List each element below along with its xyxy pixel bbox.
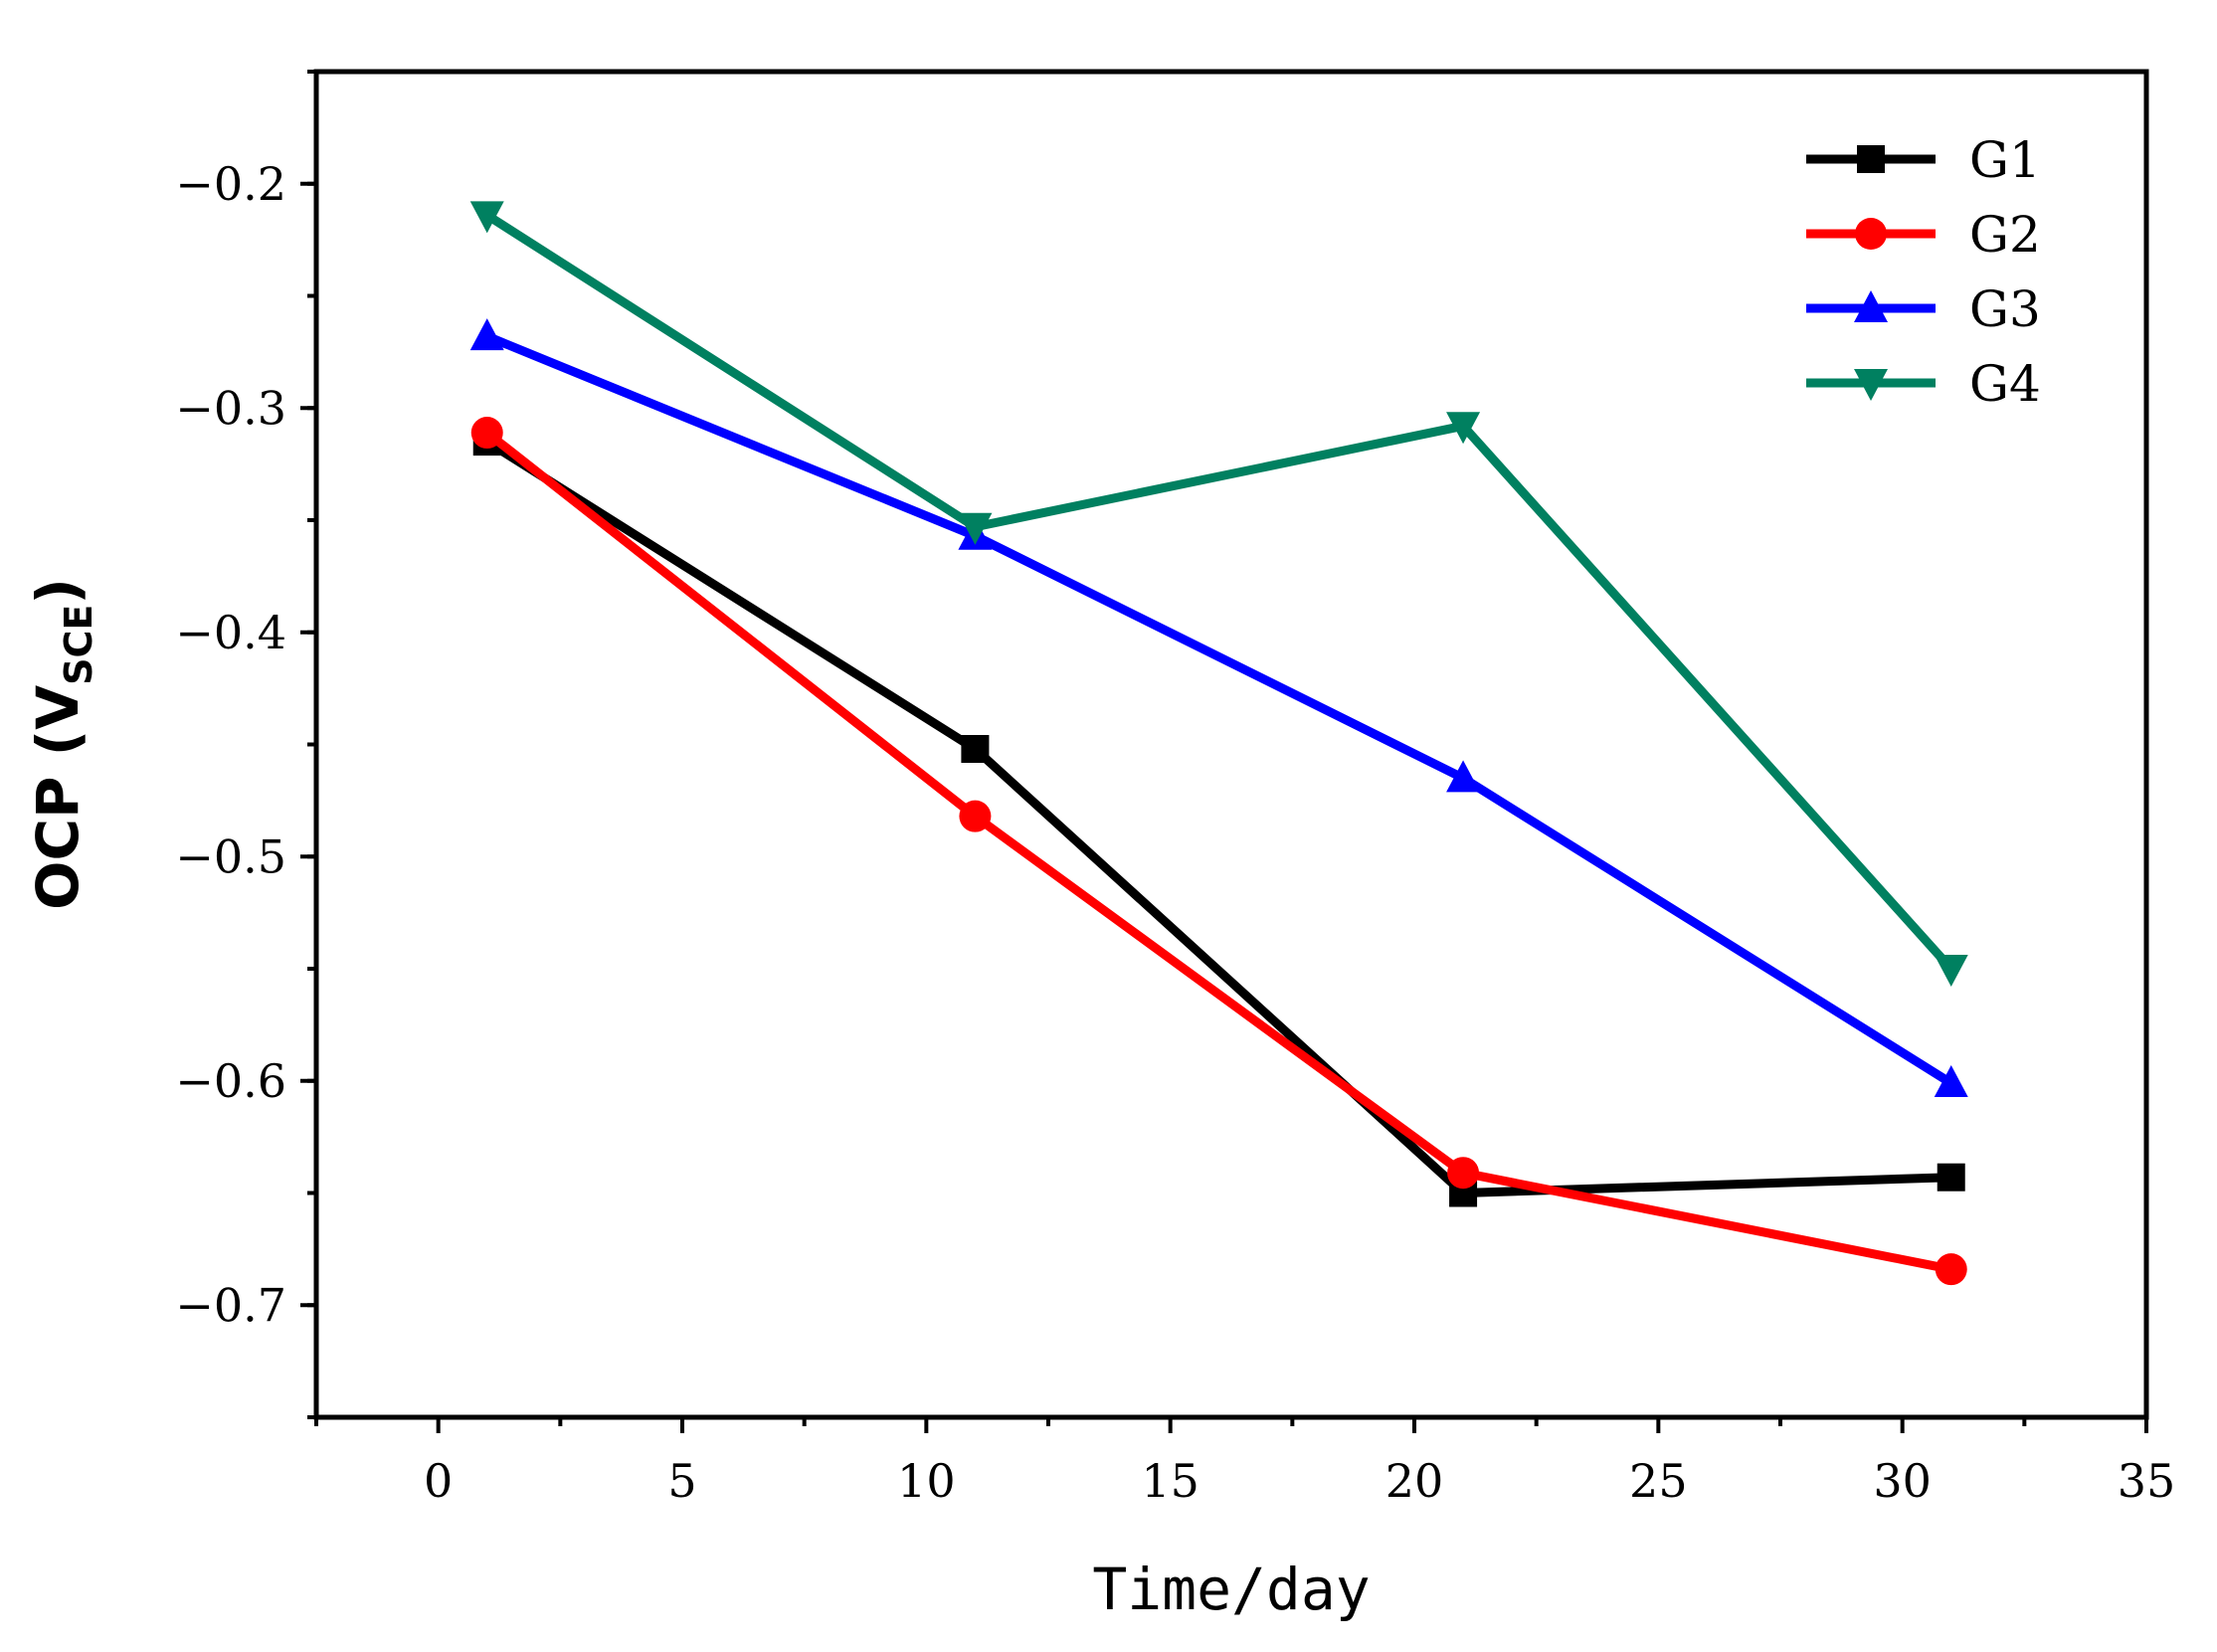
data-point-g4: [1446, 412, 1481, 445]
data-point-g3: [1934, 1065, 1968, 1098]
series-g1: [472, 428, 1965, 1207]
data-point-g1: [1937, 1163, 1965, 1192]
legend-marker-g3: [1854, 290, 1888, 322]
series-layer: [469, 201, 1968, 1286]
legend-marker-g4: [1854, 369, 1888, 401]
x-axis-title: Time/day: [1092, 1556, 1370, 1623]
y-tick-label: −0.7: [175, 1278, 286, 1332]
legend-marker-g2: [1855, 218, 1887, 250]
series-g3: [469, 318, 1968, 1098]
data-point-g4: [1934, 955, 1968, 987]
x-tick-label: 10: [897, 1454, 956, 1508]
x-tick-label: 25: [1629, 1454, 1688, 1508]
x-tick-label: 35: [2118, 1454, 2176, 1508]
legend-marker-g1: [1857, 145, 1885, 173]
y-axis-title-subscript: SCE: [57, 605, 100, 685]
x-axis-ticks: 0 5 10 15 20 25 30 35: [314, 1417, 2176, 1508]
plot-frame: [313, 69, 2149, 1420]
legend: G1 G2 G3 G4: [1806, 131, 2041, 413]
data-point-g1: [961, 735, 990, 764]
series-line-g4: [484, 211, 1955, 973]
data-point-g3: [469, 318, 504, 351]
y-tick-label: −0.3: [175, 381, 286, 435]
data-point-g2: [1447, 1157, 1480, 1190]
y-tick-label: −0.4: [175, 606, 286, 659]
data-point-g3: [1446, 760, 1481, 793]
x-tick-label: 20: [1386, 1454, 1444, 1508]
y-axis-ticks: −0.2 −0.3 −0.4 −0.5 −0.6 −0.7: [175, 70, 316, 1419]
legend-label-g3: G3: [1969, 280, 2041, 338]
series-line-g1: [484, 438, 1951, 1197]
data-point-g2: [470, 417, 503, 450]
series-line-g3: [485, 331, 1954, 1087]
legend-label-g2: G2: [1969, 206, 2041, 264]
x-tick-label: 15: [1141, 1454, 1200, 1508]
data-point-g4: [958, 512, 993, 545]
legend-item-g4: G4: [1806, 355, 2041, 413]
series-g4: [469, 201, 1968, 987]
y-tick-label: −0.5: [175, 829, 286, 883]
data-point-g2: [959, 800, 992, 832]
x-tick-label: 5: [667, 1454, 696, 1508]
y-axis-title-main: OCP (V: [24, 685, 92, 910]
data-point-g2: [1935, 1253, 1967, 1286]
legend-item-g2: G2: [1806, 206, 2041, 264]
data-point-g4: [469, 201, 504, 234]
legend-label-g4: G4: [1969, 355, 2041, 413]
legend-item-g1: G1: [1806, 131, 2041, 189]
legend-label-g1: G1: [1969, 131, 2041, 189]
y-tick-label: −0.2: [175, 157, 286, 211]
x-tick-label: 0: [424, 1454, 453, 1508]
y-axis-title-close: ): [24, 578, 92, 605]
y-tick-label: −0.6: [175, 1054, 286, 1108]
x-tick-label: 30: [1873, 1454, 1932, 1508]
y-axis-title: OCP (VSCE): [24, 578, 100, 910]
series-line-g2: [483, 429, 1952, 1274]
series-g2: [470, 417, 1967, 1286]
legend-item-g3: G3: [1806, 280, 2041, 338]
